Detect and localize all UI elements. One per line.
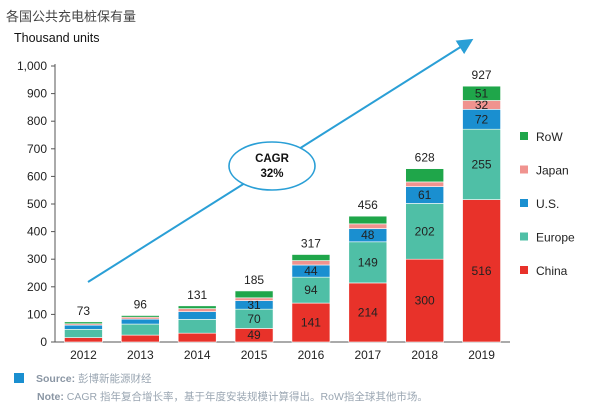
segment-value-label: 32: [475, 98, 489, 112]
legend-swatch: [520, 232, 528, 241]
legend-swatch: [520, 132, 528, 140]
segment-value-label: 31: [247, 298, 261, 312]
bar-segment-europe: [462, 128, 501, 200]
note-text: CAGR 指年复合增长率，基于年度安装规模计算得出。RoW指全球其他市场。: [66, 391, 428, 403]
source-marker-icon: [14, 373, 24, 383]
legend-swatch: [520, 165, 528, 174]
bar-total-label: 131: [187, 288, 207, 302]
x-tick-label: 2018: [411, 348, 438, 362]
y-tick-label: 200: [27, 280, 47, 294]
bar-segment-europe: [121, 323, 160, 336]
bar-segment-europe: [291, 276, 331, 304]
bar-total-label: 96: [134, 298, 148, 312]
y-tick-label: 800: [27, 114, 47, 128]
segment-value-label: 516: [472, 264, 492, 278]
bar-segment-china: [64, 337, 103, 343]
bar-segment-us: [121, 318, 160, 325]
segment-value-label: 49: [247, 328, 261, 342]
bar-segment-row: [291, 254, 331, 261]
bar-segment-china: [348, 282, 388, 343]
bar-total-label: 927: [472, 68, 492, 82]
bar-segment-row: [462, 85, 501, 101]
segment-value-label: 94: [304, 283, 318, 297]
segment-value-label: 141: [301, 316, 321, 330]
bar-segment-china: [405, 258, 444, 343]
legend-swatch: [520, 199, 528, 207]
legend-label: Europe: [536, 231, 575, 245]
segment-value-label: 61: [418, 188, 432, 202]
bar-segment-china: [121, 334, 160, 343]
chart-title: 各国公共充电桩保有量: [6, 9, 137, 24]
bar-segment-row: [234, 290, 274, 299]
cagr-label: CAGR: [255, 153, 290, 165]
x-tick-label: 2019: [468, 348, 495, 362]
note-line: Note: CAGR 指年复合增长率，基于年度安装规模计算得出。RoW指全球其他…: [37, 389, 428, 404]
legend-label: Japan: [536, 164, 569, 178]
segment-value-label: 44: [304, 264, 318, 278]
bar-total-label: 185: [244, 273, 264, 287]
bar-segment-europe: [405, 203, 444, 260]
x-tick-label: 2016: [298, 348, 325, 362]
source-text: 彭博新能源财经: [78, 373, 152, 385]
x-tick-label: 2017: [354, 348, 381, 362]
segment-value-label: 202: [415, 224, 435, 238]
y-tick-label: 0: [40, 335, 47, 349]
bar-segment-us: [177, 311, 217, 320]
cagr-ellipse: [228, 141, 316, 191]
x-tick-label: 2015: [241, 348, 268, 362]
x-tick-label: 2013: [127, 348, 154, 362]
x-tick-label: 2012: [70, 348, 97, 362]
segment-value-label: 214: [358, 305, 378, 319]
y-tick-label: 1,000: [17, 59, 47, 73]
bar-total-label: 73: [77, 304, 91, 318]
bar-segment-europe: [64, 329, 103, 338]
note-label: Note:: [37, 391, 64, 403]
segment-value-label: 72: [475, 112, 489, 126]
segment-value-label: 255: [472, 157, 492, 171]
bar-segment-row: [121, 315, 160, 318]
segment-value-label: 300: [415, 294, 435, 308]
y-tick-label: 100: [27, 307, 47, 321]
bar-segment-row: [405, 168, 444, 183]
source-label: Source:: [36, 373, 76, 385]
legend-label: U.S.: [536, 197, 559, 211]
segment-value-label: 51: [475, 86, 489, 100]
y-tick-label: 900: [27, 87, 47, 101]
cagr-value: 32%: [260, 168, 283, 180]
y-tick-label: 700: [27, 142, 47, 156]
bar-segment-china: [177, 332, 217, 343]
legend-swatch: [520, 266, 528, 274]
y-tick-label: 300: [27, 252, 47, 266]
legend-label: RoW: [536, 130, 563, 144]
bar-segment-row: [348, 215, 388, 225]
bar-segment-europe: [177, 319, 217, 334]
bar-segment-us: [64, 324, 103, 330]
bar-segment-japan: [405, 181, 444, 187]
segment-value-label: 149: [358, 255, 378, 269]
bar-segment-europe: [348, 241, 388, 284]
y-tick-label: 600: [27, 169, 47, 183]
y-tick-label: 500: [27, 197, 47, 211]
y-axis-title: Thousand units: [14, 31, 100, 45]
segment-value-label: 70: [247, 312, 261, 326]
legend-label: China: [536, 264, 568, 278]
bar-segment-japan: [177, 308, 217, 312]
bar-segment-japan: [234, 297, 274, 301]
bar-segment-row: [64, 321, 103, 325]
bar-total-label: 628: [415, 151, 435, 165]
bar-total-label: 317: [301, 237, 321, 251]
bar-segment-row: [177, 305, 217, 309]
y-tick-label: 400: [27, 225, 47, 239]
bar-total-label: 456: [358, 198, 378, 212]
bar-segment-japan: [291, 260, 331, 266]
bar-segment-china: [462, 199, 501, 343]
bar-segment-china: [291, 302, 331, 343]
x-tick-label: 2014: [184, 348, 211, 362]
bar-segment-japan: [348, 223, 388, 229]
segment-value-label: 48: [361, 228, 375, 242]
source-line: Source: 彭博新能源财经: [14, 371, 152, 386]
